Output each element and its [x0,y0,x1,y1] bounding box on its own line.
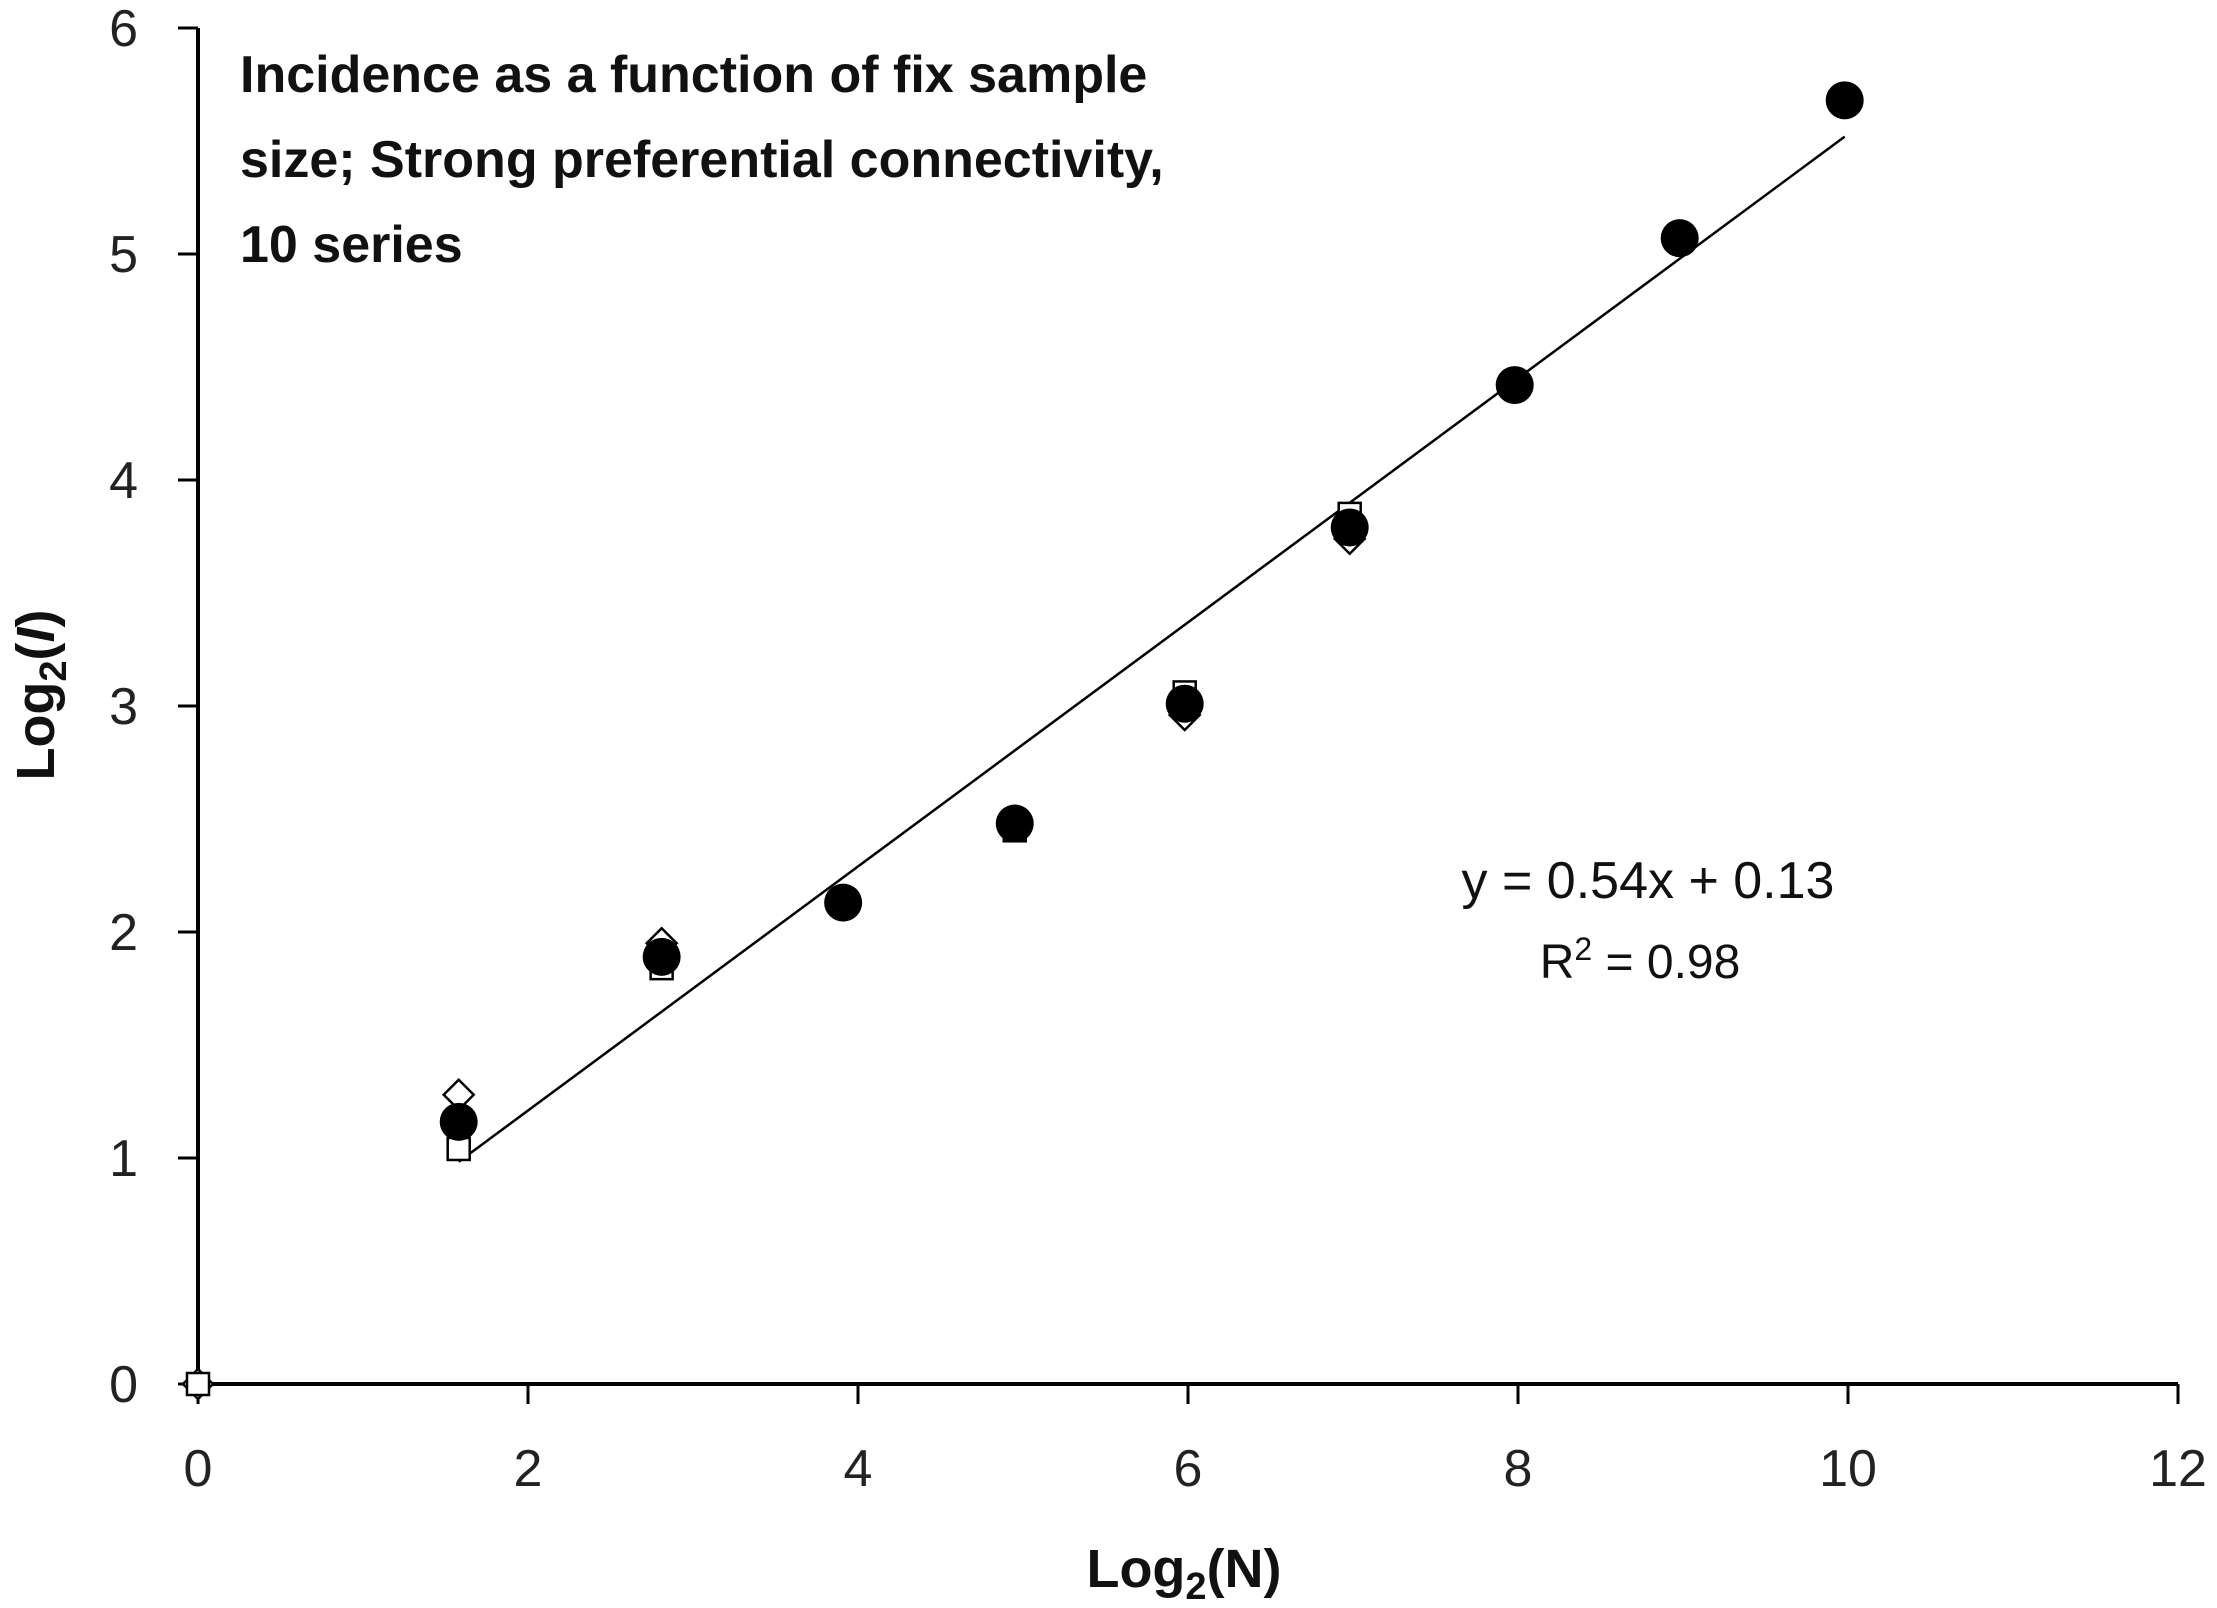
x-tick-label: 6 [1174,1440,1203,1498]
chart-title-line-2: size; Strong preferential connectivity, [240,131,1164,189]
square-marker [446,1136,471,1162]
y-tick-label: 5 [109,226,138,284]
circle-marker [1330,508,1369,547]
x-tick-label: 2 [514,1440,543,1498]
x-axis-title: Log2(N) [1086,1539,1281,1608]
y-tick-label: 4 [109,452,138,510]
y-tick-label: 6 [109,0,138,58]
circle-marker [1660,219,1699,258]
r-squared-label: R2 = 0.98 [1540,931,1741,989]
y-tick-label: 0 [109,1356,138,1414]
chart-title-line-3: 10 series [240,216,463,274]
y-axis-title: Log2(I) [6,609,75,780]
circle-marker [642,937,681,976]
x-tick-label: 0 [184,1440,213,1498]
circle-marker [1165,684,1204,723]
circle-marker [824,883,863,922]
y-axis-ticks: 0 1 2 3 4 5 6 [109,0,198,1414]
circle-marker [1825,81,1864,120]
circle-marker [1495,366,1534,405]
trendline [457,135,1846,1163]
chart-title-line-1: Incidence as a function of fix sample [240,46,1147,104]
x-tick-label: 4 [844,1440,873,1498]
x-axis-ticks: 0 2 4 6 8 10 12 [184,1384,2207,1498]
x-tick-label: 8 [1504,1440,1533,1498]
data-points [181,81,1864,1401]
circle-marker [995,804,1034,843]
y-tick-label: 3 [109,678,138,736]
circle-marker [439,1102,478,1141]
y-tick-label: 1 [109,1130,138,1188]
x-tick-label: 12 [2149,1440,2207,1498]
square-marker [185,1371,211,1397]
trendline-equation: y = 0.54x + 0.13 [1462,852,1835,910]
chart-title: Incidence as a function of fix sample si… [240,46,1164,274]
x-tick-label: 10 [1819,1440,1877,1498]
y-tick-label: 2 [109,904,138,962]
